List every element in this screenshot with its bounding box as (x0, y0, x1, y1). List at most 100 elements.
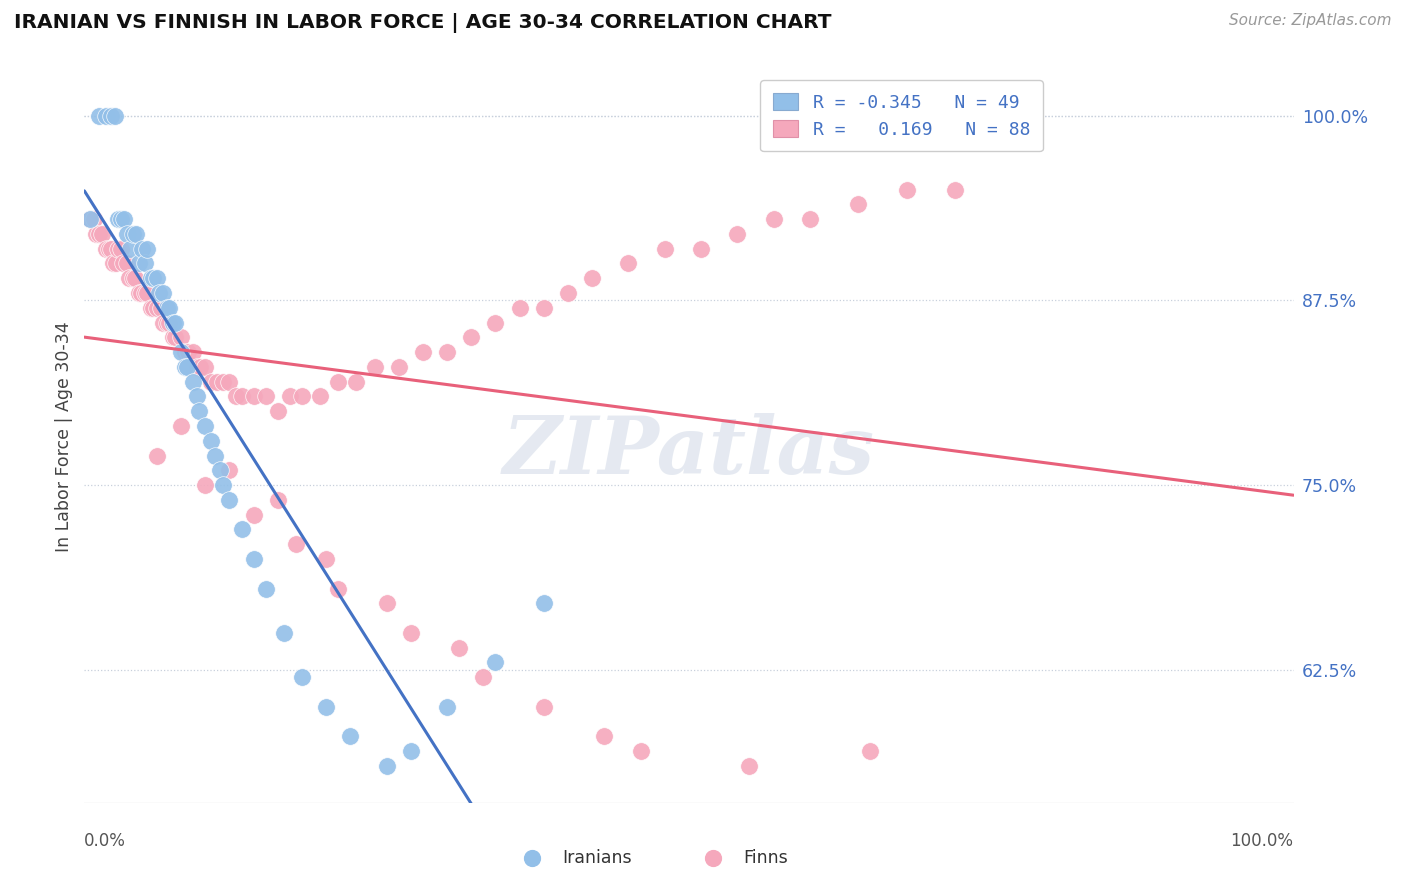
Point (115, 227, 138, 241)
Point (509, 301, 531, 315)
Point (86, 227, 108, 241)
Text: Source: ZipAtlas.com: Source: ZipAtlas.com (1229, 13, 1392, 29)
Y-axis label: In Labor Force | Age 30-34: In Labor Force | Age 30-34 (55, 322, 73, 552)
Point (896, 183, 918, 197)
Point (690, 242, 713, 256)
Point (142, 301, 165, 315)
Point (152, 285, 174, 300)
Point (139, 271, 162, 285)
Text: 100.0%: 100.0% (1230, 832, 1294, 850)
Point (112, 212, 135, 227)
Point (204, 449, 226, 463)
Point (94, 109, 117, 123)
Point (284, 537, 308, 551)
Point (124, 271, 146, 285)
Point (155, 301, 177, 315)
Point (146, 301, 169, 315)
Point (533, 699, 555, 714)
Point (581, 271, 603, 285)
Point (152, 316, 174, 330)
Point (399, 625, 422, 640)
Point (725, 227, 748, 241)
Point (436, 345, 458, 359)
Point (136, 285, 159, 300)
Point (110, 212, 132, 227)
Point (212, 478, 235, 492)
Point (194, 359, 217, 374)
Point (173, 345, 195, 359)
Text: ZIPatlas: ZIPatlas (503, 413, 875, 491)
Point (254, 582, 277, 596)
Point (375, 759, 398, 773)
Point (170, 345, 193, 359)
Point (181, 375, 204, 389)
Point (200, 434, 222, 448)
Point (267, 404, 290, 418)
Point (181, 345, 204, 359)
Point (218, 463, 240, 477)
Point (129, 285, 152, 300)
Point (412, 345, 434, 359)
Point (593, 729, 616, 743)
Point (630, 744, 652, 758)
Point (134, 285, 156, 300)
Point (436, 699, 458, 714)
Point (128, 285, 150, 300)
Point (449, 640, 471, 655)
Text: Finns: Finns (744, 848, 789, 867)
Point (207, 375, 229, 389)
Point (186, 359, 208, 374)
Point (208, 463, 231, 477)
Point (291, 670, 314, 684)
Point (859, 744, 882, 758)
Point (242, 389, 264, 403)
Point (157, 301, 180, 315)
Text: Iranians: Iranians (562, 848, 631, 867)
Point (218, 492, 240, 507)
Point (170, 419, 193, 434)
Point (315, 699, 337, 714)
Point (267, 492, 290, 507)
Point (107, 242, 129, 256)
Point (363, 359, 385, 374)
Point (79, 212, 101, 227)
Text: IRANIAN VS FINNISH IN LABOR FORCE | AGE 30-34 CORRELATION CHART: IRANIAN VS FINNISH IN LABOR FORCE | AGE … (14, 13, 831, 33)
Point (87, 109, 110, 123)
Point (943, 183, 966, 197)
Point (91, 227, 114, 241)
Point (87, 227, 110, 241)
Point (128, 256, 150, 270)
Point (115, 256, 138, 270)
Point (231, 523, 253, 537)
Point (136, 242, 159, 256)
Point (186, 389, 208, 403)
Point (142, 271, 165, 285)
Point (107, 212, 129, 227)
Point (472, 670, 495, 684)
Point (100, 242, 122, 256)
Point (375, 596, 398, 610)
Point (79, 212, 101, 227)
Point (399, 744, 422, 758)
Point (225, 389, 247, 403)
Point (278, 389, 301, 403)
Point (121, 271, 143, 285)
Point (149, 301, 172, 315)
Point (654, 242, 676, 256)
Point (146, 271, 169, 285)
Point (557, 285, 579, 300)
Point (328, 375, 350, 389)
Point (146, 449, 169, 463)
Point (218, 375, 240, 389)
Point (139, 301, 162, 315)
Point (94, 242, 117, 256)
Point (254, 389, 277, 403)
Point (484, 316, 506, 330)
Point (309, 389, 332, 403)
Point (110, 242, 132, 256)
Point (188, 404, 211, 418)
Point (165, 330, 187, 344)
Point (148, 285, 170, 300)
Point (200, 375, 222, 389)
Point (617, 256, 640, 270)
